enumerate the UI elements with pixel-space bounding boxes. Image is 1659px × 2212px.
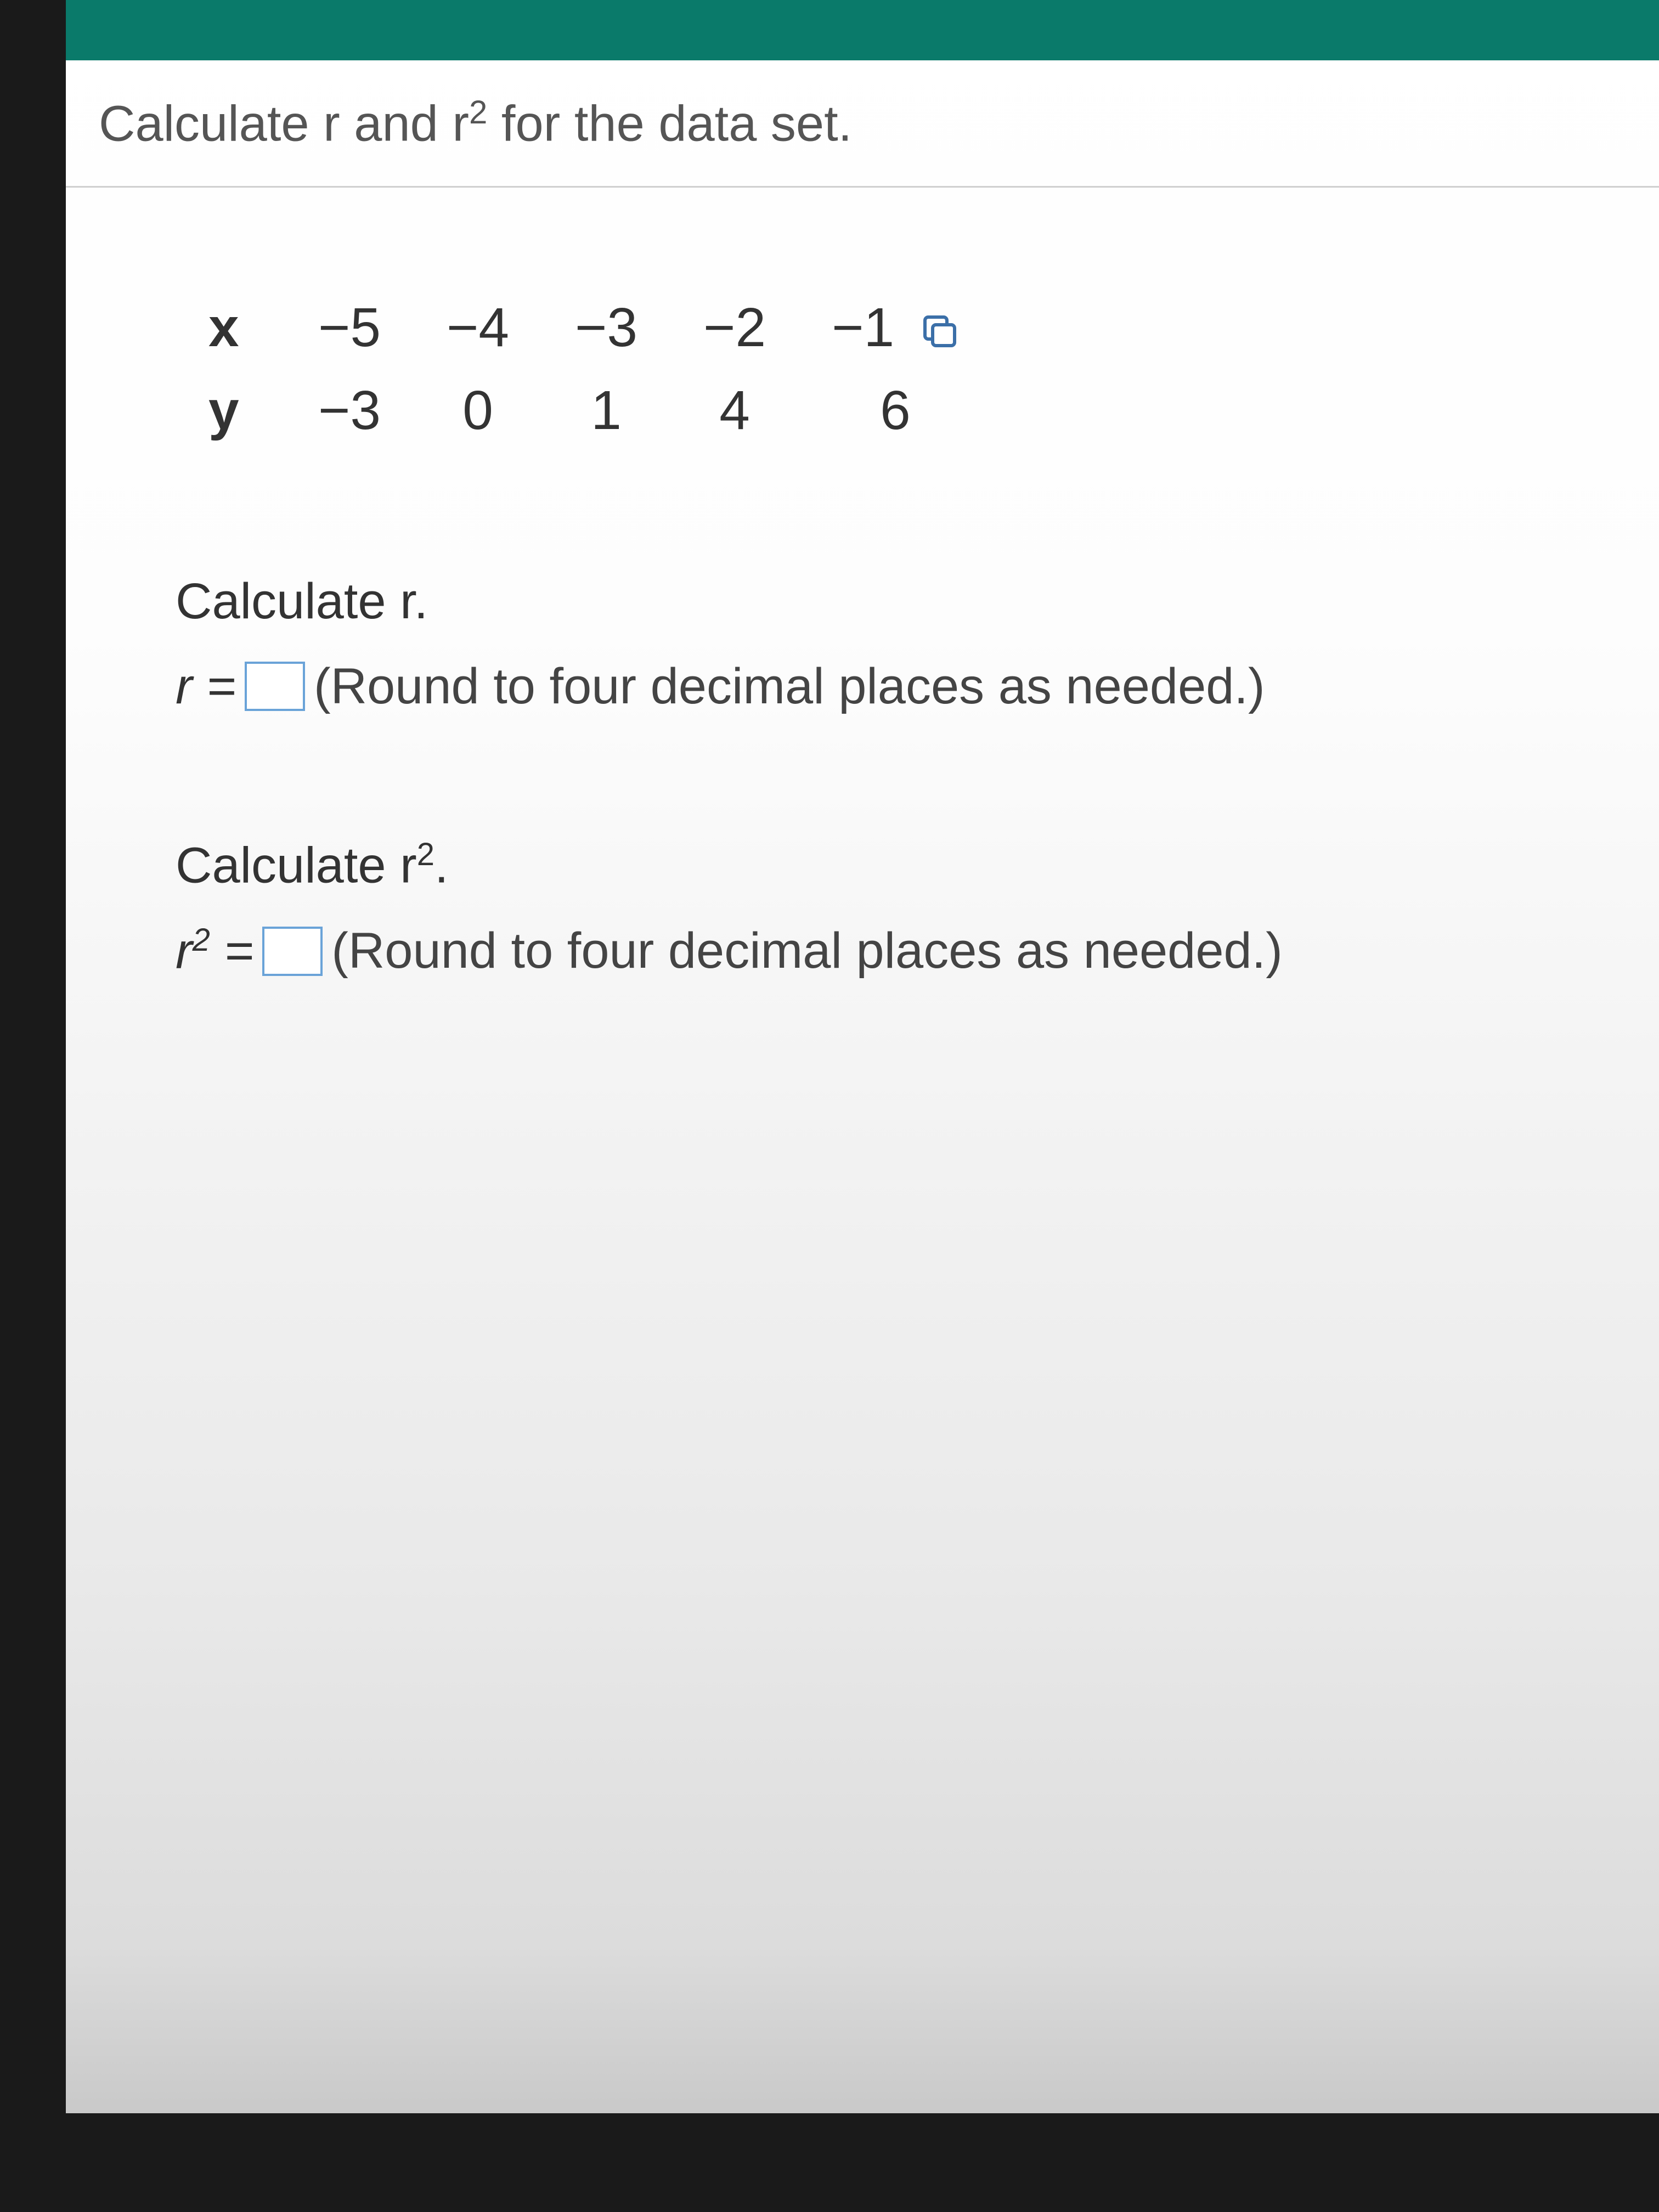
question-1: Calculate r. r = (Round to four decimal … bbox=[176, 573, 1604, 715]
r-input[interactable] bbox=[245, 662, 305, 711]
copy-icon[interactable] bbox=[921, 315, 959, 348]
table-cell: −3 bbox=[285, 369, 414, 452]
q1-prompt: Calculate r. bbox=[176, 573, 1604, 630]
question-content: x −5 −4 −3 −2 −1 bbox=[66, 188, 1659, 980]
table-cell: −5 bbox=[285, 286, 414, 369]
table-row: y −3 0 1 4 6 bbox=[176, 369, 992, 452]
table-cell: 1 bbox=[542, 369, 670, 452]
r-squared-input[interactable] bbox=[262, 927, 323, 976]
row-label-x: x bbox=[176, 286, 285, 369]
data-table: x −5 −4 −3 −2 −1 bbox=[176, 286, 992, 452]
table-cell: −1 bbox=[799, 286, 992, 369]
top-nav-bar bbox=[66, 0, 1659, 60]
row-label-y: y bbox=[176, 369, 285, 452]
table-cell: −3 bbox=[542, 286, 670, 369]
header-text-after: for the data set. bbox=[487, 96, 852, 152]
q2-var-after: = bbox=[210, 923, 253, 979]
header-exponent: 2 bbox=[469, 94, 487, 131]
q2-prompt-after: . bbox=[435, 837, 449, 893]
q2-prompt-before: Calculate r bbox=[176, 837, 417, 893]
q1-hint: (Round to four decimal places as needed.… bbox=[314, 658, 1265, 715]
question-prompt-header: Calculate r and r2 for the data set. bbox=[66, 60, 1659, 188]
q2-prompt: Calculate r2. bbox=[176, 836, 1604, 895]
header-text-before: Calculate r and r bbox=[99, 96, 469, 152]
q1-answer-line: r = (Round to four decimal places as nee… bbox=[176, 658, 1604, 715]
table-cell: −2 bbox=[670, 286, 799, 369]
cell-value: −1 bbox=[832, 297, 894, 358]
table-cell: 0 bbox=[414, 369, 542, 452]
q2-answer-line: r2 = (Round to four decimal places as ne… bbox=[176, 922, 1604, 980]
screen-area: Calculate r and r2 for the data set. x −… bbox=[66, 0, 1659, 2113]
q1-var-label: r = bbox=[176, 658, 236, 715]
q2-var-exp: 2 bbox=[193, 922, 210, 958]
table-cell: 6 bbox=[799, 369, 992, 452]
table-cell: −4 bbox=[414, 286, 542, 369]
q2-prompt-exp: 2 bbox=[417, 837, 435, 872]
laptop-bezel: Calculate r and r2 for the data set. x −… bbox=[0, 0, 1659, 2212]
table-cell: 4 bbox=[670, 369, 799, 452]
q2-hint: (Round to four decimal places as needed.… bbox=[331, 922, 1283, 980]
question-2: Calculate r2. r2 = (Round to four decima… bbox=[176, 836, 1604, 980]
table-row: x −5 −4 −3 −2 −1 bbox=[176, 286, 992, 369]
q2-var: r2 = bbox=[176, 922, 253, 980]
q2-var-before: r bbox=[176, 923, 193, 979]
